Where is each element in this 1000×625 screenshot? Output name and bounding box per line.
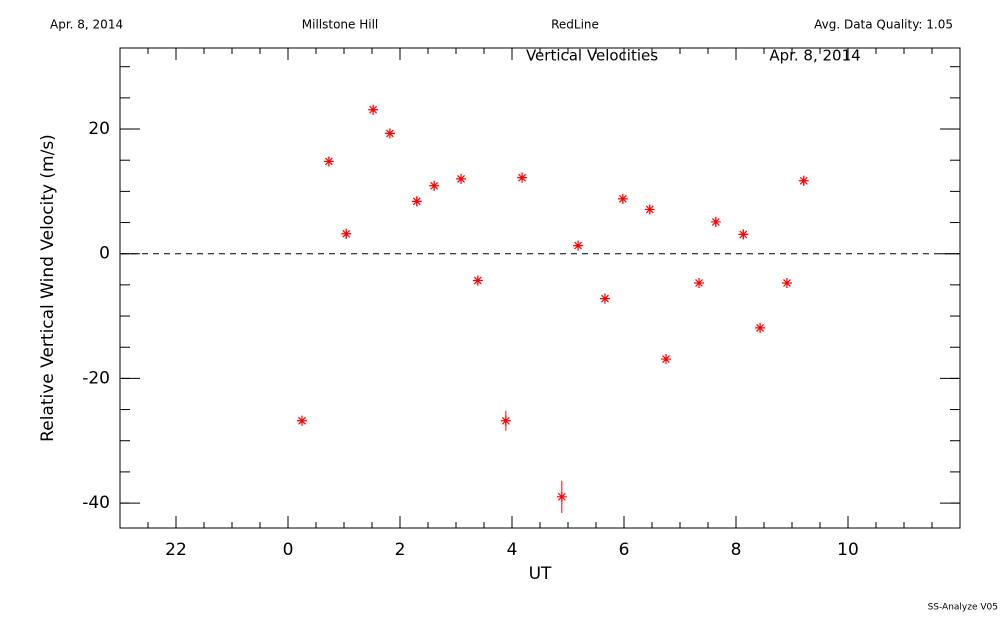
data-point [755, 322, 766, 333]
x-tick-label: 0 [283, 540, 294, 560]
x-tick-label: 10 [837, 540, 859, 560]
data-point [573, 240, 584, 251]
data-point [738, 229, 749, 240]
chart-title: Vertical Velocities [526, 47, 658, 65]
data-point [617, 193, 628, 204]
data-point [798, 175, 809, 186]
data-point [429, 180, 440, 191]
y-tick-label: 0 [99, 244, 110, 264]
header-quality: Avg. Data Quality: 1.05 [814, 18, 953, 32]
data-point [297, 415, 307, 426]
data-point [384, 128, 395, 139]
data-point [411, 196, 422, 207]
header-instrument: RedLine [551, 18, 599, 32]
data-point [341, 228, 352, 239]
header-site: Millstone Hill [302, 18, 378, 32]
data-point [472, 275, 483, 286]
x-axis-label: UT [529, 564, 552, 584]
x-tick-label: 8 [731, 540, 742, 560]
data-point [694, 278, 705, 289]
data-point [644, 204, 655, 215]
data-point [368, 104, 379, 115]
y-axis-label: Relative Vertical Wind Velocity (m/s) [38, 134, 58, 442]
header-date: Apr. 8, 2014 [50, 18, 123, 32]
x-tick-label: 2 [395, 540, 406, 560]
plot-frame [119, 47, 961, 529]
data-point [323, 156, 334, 167]
data-point [456, 173, 467, 184]
y-tick-label: -20 [82, 368, 110, 388]
x-tick-label: 22 [165, 540, 187, 560]
chart-subtitle: Apr. 8, 2014 [769, 47, 860, 65]
footer: SS-Analyze V05 [928, 603, 998, 613]
y-tick-label: 20 [88, 119, 110, 139]
data-point [517, 172, 528, 183]
data-point [599, 293, 610, 304]
x-tick-label: 6 [619, 540, 630, 560]
x-tick-label: 4 [507, 540, 518, 560]
data-point [781, 278, 792, 289]
data-point [661, 354, 671, 365]
data-point [556, 491, 567, 502]
data-point [710, 216, 721, 227]
y-tick-label: -40 [82, 493, 110, 513]
data-point [500, 415, 511, 426]
